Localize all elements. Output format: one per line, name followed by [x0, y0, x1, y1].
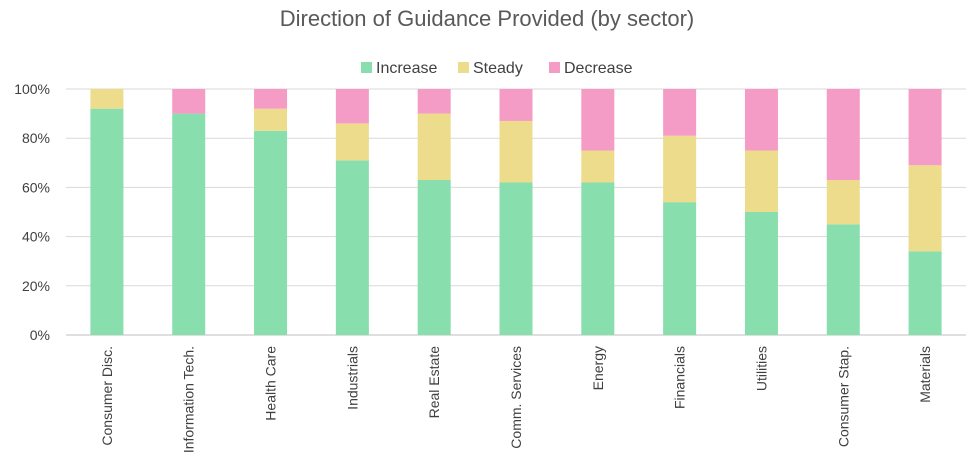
chart-title: Direction of Guidance Provided (by secto…: [280, 6, 695, 31]
x-tick-label: Energy: [590, 346, 606, 390]
y-axis: 0% 20% 40% 60% 80% 100%: [14, 81, 50, 343]
bar-segment-decrease: [581, 89, 615, 151]
legend: Increase Steady Decrease: [361, 60, 633, 77]
x-tick-label: Health Care: [263, 346, 279, 421]
y-tick-label: 80%: [22, 130, 50, 146]
bar-segment-increase: [826, 224, 860, 335]
legend-swatch-steady: [458, 62, 469, 73]
legend-swatch-increase: [361, 62, 372, 73]
bar-segment-decrease: [417, 89, 451, 114]
x-tick-label: Consumer Stap.: [835, 346, 851, 447]
y-tick-label: 100%: [14, 81, 50, 97]
x-tick-label: Financials: [672, 346, 688, 409]
legend-label-steady: Steady: [473, 60, 523, 77]
bars: [90, 89, 942, 336]
bar-segment-decrease: [908, 89, 942, 166]
bar-segment-decrease: [254, 89, 288, 109]
bar-segment-decrease: [499, 89, 533, 121]
bar-segment-increase: [417, 180, 451, 335]
bar-segment-steady: [417, 113, 451, 181]
legend-label-decrease: Decrease: [564, 60, 633, 77]
bar-segment-steady: [744, 150, 778, 212]
bar-segment-increase: [663, 202, 697, 335]
bar-segment-increase: [744, 212, 778, 335]
y-tick-label: 0%: [30, 327, 50, 343]
bar-segment-increase: [172, 113, 206, 335]
bar-segment-increase: [499, 182, 533, 335]
x-tick-label: Information Tech.: [181, 346, 197, 453]
bar-segment-steady: [499, 120, 533, 183]
legend-label-increase: Increase: [376, 60, 437, 77]
bar-segment-steady: [90, 89, 124, 109]
bar-segment-steady: [826, 180, 860, 225]
y-tick-label: 60%: [22, 179, 50, 195]
bar-segment-decrease: [826, 89, 860, 181]
bar-segment-decrease: [663, 89, 697, 136]
bar-segment-steady: [663, 135, 697, 203]
bar-segment-increase: [90, 108, 124, 336]
x-tick-label: Utilities: [753, 346, 769, 391]
x-tick-label: Industrials: [344, 346, 360, 410]
bar-segment-increase: [581, 182, 615, 335]
bar-segment-steady: [254, 108, 288, 131]
x-tick-label: Consumer Disc.: [99, 346, 115, 446]
x-tick-label: Materials: [917, 346, 933, 403]
bar-segment-steady: [335, 123, 369, 161]
bar-segment-decrease: [335, 89, 369, 124]
x-axis: Consumer Disc. Information Tech. Health Ca…: [99, 346, 933, 453]
y-tick-label: 40%: [22, 229, 50, 245]
y-tick-label: 20%: [22, 278, 50, 294]
bar-segment-increase: [908, 251, 942, 335]
bar-segment-decrease: [744, 89, 778, 151]
bar-segment-decrease: [172, 89, 206, 114]
x-tick-label: Comm. Services: [508, 346, 524, 449]
bar-segment-increase: [335, 160, 369, 335]
x-tick-label: Real Estate: [426, 346, 442, 419]
bar-segment-steady: [908, 165, 942, 252]
bar-segment-steady: [581, 150, 615, 183]
legend-swatch-decrease: [549, 62, 560, 73]
bar-segment-increase: [254, 130, 288, 335]
